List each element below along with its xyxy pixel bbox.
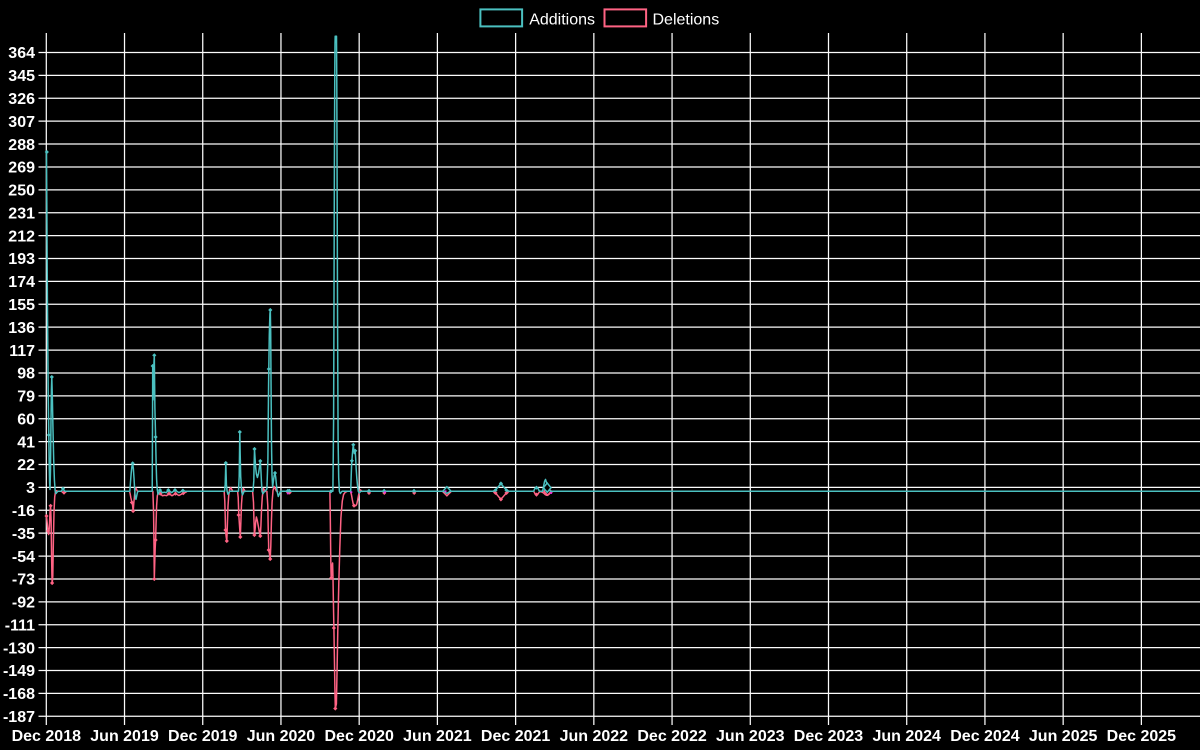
svg-text:60: 60 bbox=[17, 411, 35, 428]
svg-text:Dec 2019: Dec 2019 bbox=[168, 728, 237, 745]
svg-text:Jun 2019: Jun 2019 bbox=[90, 728, 159, 745]
svg-text:Dec 2025: Dec 2025 bbox=[1107, 728, 1176, 745]
svg-text:41: 41 bbox=[17, 434, 35, 451]
svg-text:79: 79 bbox=[17, 389, 35, 406]
svg-text:364: 364 bbox=[8, 45, 35, 62]
svg-text:Dec 2023: Dec 2023 bbox=[794, 728, 863, 745]
svg-text:-187: -187 bbox=[3, 709, 35, 726]
svg-text:Deletions: Deletions bbox=[653, 11, 720, 28]
svg-text:Jun 2022: Jun 2022 bbox=[560, 728, 629, 745]
svg-text:-35: -35 bbox=[12, 526, 35, 543]
svg-text:Jun 2024: Jun 2024 bbox=[872, 728, 941, 745]
svg-text:288: 288 bbox=[8, 137, 35, 154]
svg-text:-168: -168 bbox=[3, 686, 35, 703]
svg-text:117: 117 bbox=[9, 343, 35, 360]
svg-text:250: 250 bbox=[8, 183, 35, 200]
svg-text:Jun 2023: Jun 2023 bbox=[716, 728, 785, 745]
svg-text:Dec 2022: Dec 2022 bbox=[637, 728, 706, 745]
svg-text:Dec 2021: Dec 2021 bbox=[481, 728, 550, 745]
svg-text:22: 22 bbox=[17, 457, 35, 474]
svg-text:-54: -54 bbox=[12, 549, 35, 566]
svg-text:155: 155 bbox=[8, 297, 35, 314]
svg-text:Dec 2020: Dec 2020 bbox=[324, 728, 393, 745]
svg-text:212: 212 bbox=[8, 228, 35, 245]
svg-text:174: 174 bbox=[8, 274, 35, 291]
svg-text:Dec 2024: Dec 2024 bbox=[950, 728, 1019, 745]
svg-text:-92: -92 bbox=[12, 595, 35, 612]
svg-text:3: 3 bbox=[26, 480, 35, 497]
svg-text:136: 136 bbox=[8, 320, 35, 337]
svg-text:-73: -73 bbox=[12, 572, 35, 589]
svg-text:231: 231 bbox=[8, 205, 35, 222]
svg-text:193: 193 bbox=[8, 251, 35, 268]
svg-text:307: 307 bbox=[8, 114, 35, 131]
svg-text:-149: -149 bbox=[3, 663, 35, 680]
svg-text:98: 98 bbox=[17, 366, 35, 383]
svg-text:-16: -16 bbox=[12, 503, 35, 520]
svg-text:-111: -111 bbox=[5, 617, 35, 634]
svg-text:Jun 2020: Jun 2020 bbox=[247, 728, 316, 745]
svg-text:269: 269 bbox=[8, 160, 35, 177]
svg-text:-130: -130 bbox=[3, 640, 35, 657]
svg-text:345: 345 bbox=[8, 68, 35, 85]
svg-text:Jun 2021: Jun 2021 bbox=[403, 728, 472, 745]
svg-text:Jun 2025: Jun 2025 bbox=[1029, 728, 1098, 745]
svg-text:Dec 2018: Dec 2018 bbox=[12, 728, 81, 745]
svg-text:326: 326 bbox=[8, 91, 35, 108]
svg-text:Additions: Additions bbox=[529, 11, 595, 28]
